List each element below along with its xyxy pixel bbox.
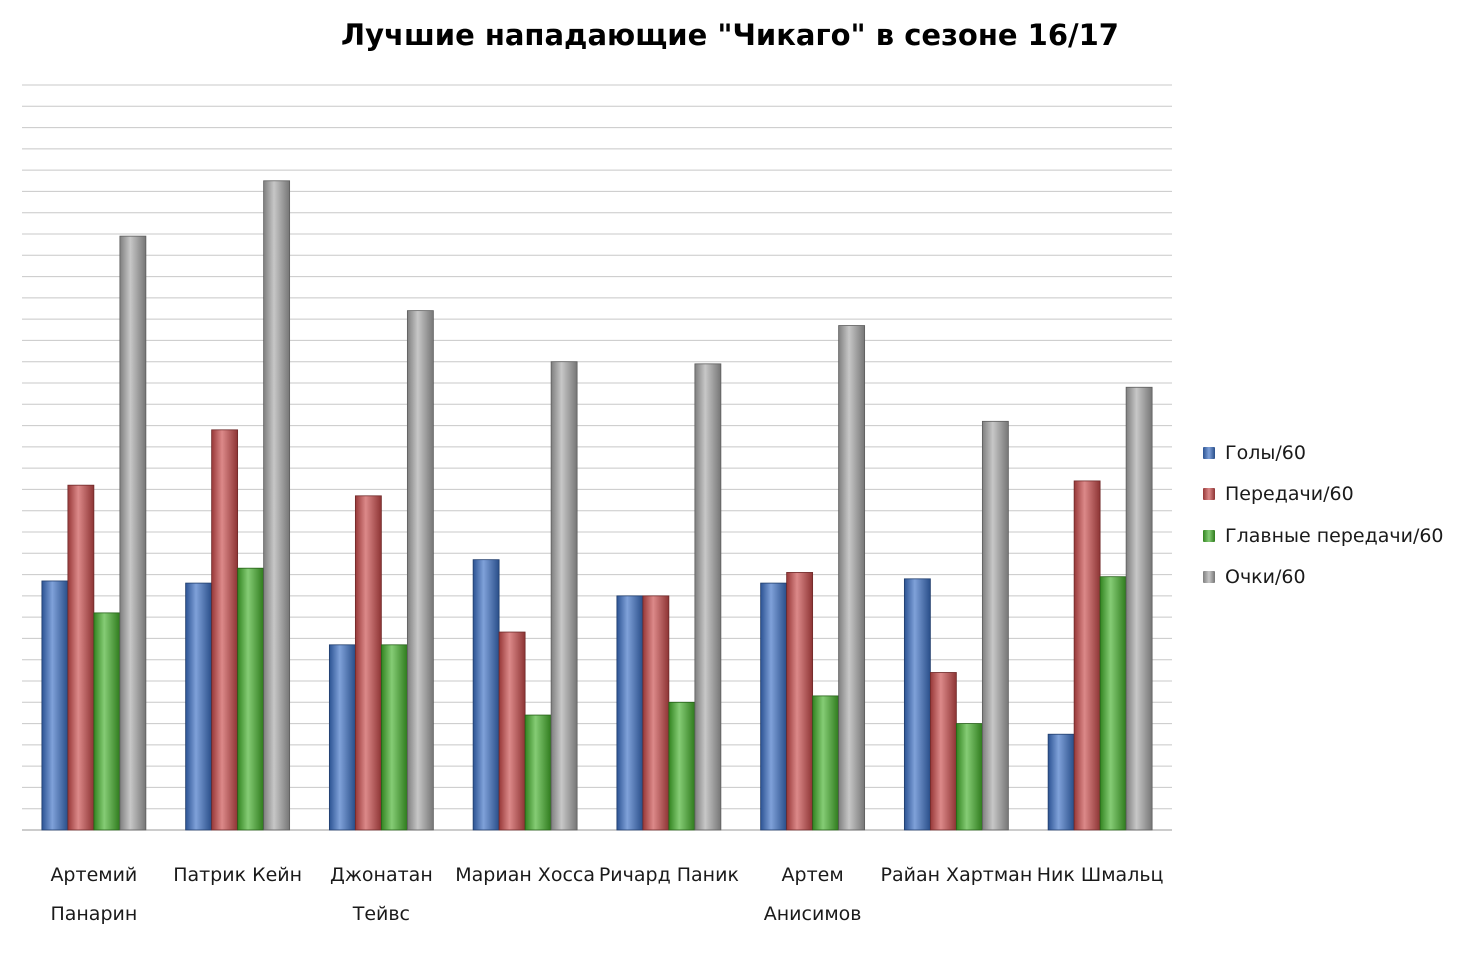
x-tick-label: Артемий Панарин [50, 864, 137, 925]
bar-4-2 [263, 180, 291, 831]
bar-3-5 [668, 701, 696, 831]
bar-4-8 [1125, 386, 1153, 831]
legend-item: Главные передачи/60 [1203, 515, 1444, 557]
legend: Голы/60 Передачи/60 Главные передачи/60 Очк… [1203, 432, 1444, 598]
bar-2-7 [929, 672, 957, 831]
bar-4-3 [406, 310, 434, 831]
legend-swatch [1203, 488, 1215, 501]
x-tick-label: Райан Хартман [881, 864, 1033, 886]
bar-2-3 [354, 495, 382, 831]
bar-2-4 [498, 631, 526, 831]
legend-swatch [1203, 529, 1215, 542]
legend-label: Главные передачи/60 [1225, 524, 1444, 547]
x-tick-label: Патрик Кейн [173, 864, 302, 886]
legend-swatch [1203, 571, 1215, 584]
bar-3-3 [380, 644, 408, 831]
bar-1-1 [41, 580, 69, 831]
bar-1-3 [328, 644, 356, 831]
bar-2-5 [642, 595, 670, 831]
bar-1-5 [616, 595, 644, 831]
legend-item: Очки/60 [1203, 557, 1444, 599]
bar-4-6 [838, 325, 866, 831]
x-tick-label: Ник Шмальц [1037, 864, 1164, 886]
legend-label: Передачи/60 [1225, 483, 1354, 506]
x-tick-label: Ричард Паник [599, 864, 739, 886]
legend-item: Голы/60 [1203, 432, 1444, 474]
bar-4-4 [550, 361, 578, 831]
legend-label: Очки/60 [1225, 566, 1306, 589]
bar-2-8 [1073, 480, 1101, 831]
bar-1-6 [760, 582, 788, 831]
legend-item: Передачи/60 [1203, 474, 1444, 516]
bar-3-1 [93, 612, 121, 831]
bar-3-7 [955, 723, 983, 831]
x-axis-labels: Артемий Панарин Патрик Кейн Джонатан Тейвс Ма… [50, 864, 1163, 925]
x-tick-label: Мариан Хосса [455, 864, 595, 886]
bar-1-2 [185, 582, 213, 831]
x-tick-label: Джонатан Тейвс [330, 864, 433, 925]
chart-title: Лучшие нападающие "Чикаго" в сезоне 16/1… [341, 18, 1119, 52]
bar-1-8 [1047, 733, 1075, 831]
bar-4-7 [981, 420, 1009, 831]
bar-3-6 [812, 695, 840, 831]
legend-label: Голы/60 [1225, 441, 1306, 464]
bar-3-8 [1099, 576, 1127, 831]
bar-2-2 [211, 429, 239, 831]
bar-3-2 [237, 567, 265, 831]
bar-1-4 [472, 559, 500, 831]
bar-4-1 [119, 235, 147, 831]
bars-group [41, 180, 1153, 831]
bar-2-1 [67, 484, 95, 831]
x-tick-label: Артем Анисимов [764, 864, 862, 925]
bar-1-7 [903, 578, 931, 831]
bar-4-5 [694, 363, 722, 831]
legend-swatch [1203, 446, 1215, 459]
bar-3-4 [524, 714, 552, 831]
bar-2-6 [786, 572, 814, 831]
